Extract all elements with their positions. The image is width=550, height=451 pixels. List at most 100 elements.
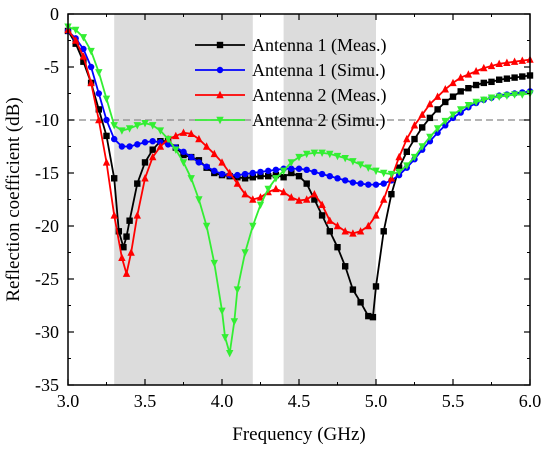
x-axis-label: Frequency (GHz) [232,424,365,445]
data-point [488,78,495,86]
data-point [230,318,239,326]
data-point [388,191,395,198]
data-point [188,153,195,161]
data-point [141,119,149,128]
data-point [349,229,357,237]
data-point [380,228,387,235]
y-tick-label: -15 [35,163,59,183]
data-point [457,106,465,114]
data-point [341,227,349,235]
data-point [333,221,342,230]
data-point [369,313,377,321]
data-point [141,159,149,166]
data-point [264,185,272,194]
series-3 [64,25,534,277]
data-point [149,146,156,153]
data-point [111,175,118,182]
data-point [365,312,372,320]
data-point [372,181,380,188]
shaded-bands [114,14,376,385]
data-point [403,162,411,170]
data-point [311,168,318,176]
data-point [341,154,349,163]
data-point [249,222,257,231]
data-point [496,76,503,83]
data-point [387,170,396,179]
data-point [303,195,311,203]
data-point [441,85,449,93]
data-point [272,166,280,174]
data-point [480,63,488,72]
data-point [127,248,135,256]
data-point [126,217,133,224]
data-point [134,141,141,148]
data-point [457,73,465,81]
data-point [295,165,303,172]
data-point [279,167,288,176]
data-point [403,148,410,155]
shaded-band-1 [114,14,253,385]
data-point [426,133,434,142]
y-tick-label: -20 [35,216,59,236]
data-point [288,169,295,177]
data-point [465,85,472,92]
data-point [287,159,295,167]
legend-item-1: Antenna 1 (Meas.) [195,35,386,56]
data-point [164,135,172,144]
data-point [334,175,341,182]
data-point [511,74,518,81]
data-point [326,150,334,159]
data-point [403,134,411,143]
data-point [72,36,80,44]
data-point [179,159,188,167]
x-tick-label: 5.0 [365,391,388,411]
data-point [280,174,287,181]
data-point [257,172,264,180]
data-point [202,142,211,150]
data-point [518,91,526,99]
data-point [411,135,418,143]
data-point [187,129,195,137]
data-point [357,180,364,187]
data-point [464,101,473,110]
data-point [364,221,372,230]
series-group [64,23,534,358]
data-point [303,166,310,174]
data-point [95,106,102,113]
data-point [226,168,234,177]
data-point [342,177,349,184]
data-point [118,143,126,150]
data-point [156,127,165,135]
data-point [156,142,165,150]
data-point [449,78,457,87]
data-point [210,149,218,158]
data-point [480,79,487,87]
data-point [241,170,249,178]
x-tick-label: 5.5 [442,391,465,411]
data-point [310,149,319,158]
data-point [172,131,180,140]
data-point [433,125,442,133]
data-point [303,180,310,187]
data-point [326,216,334,224]
data-point [256,193,265,201]
data-point [80,45,87,53]
data-point [380,195,388,203]
data-point [241,175,249,182]
data-point [118,127,126,135]
data-point [380,169,388,178]
legend-marker [216,90,224,99]
data-point [195,134,203,143]
data-point [115,228,123,235]
x-tick-label: 4.5 [288,391,311,411]
data-point [87,63,95,71]
data-point [110,122,118,130]
data-point [442,98,449,106]
data-point [410,153,419,162]
data-point [480,96,488,105]
data-point [372,167,380,176]
y-axis: 0 -5 -10 -15 -20 -25 -30 -35 [35,4,530,395]
data-point [95,69,103,77]
data-point [149,152,157,161]
data-point [318,170,326,178]
